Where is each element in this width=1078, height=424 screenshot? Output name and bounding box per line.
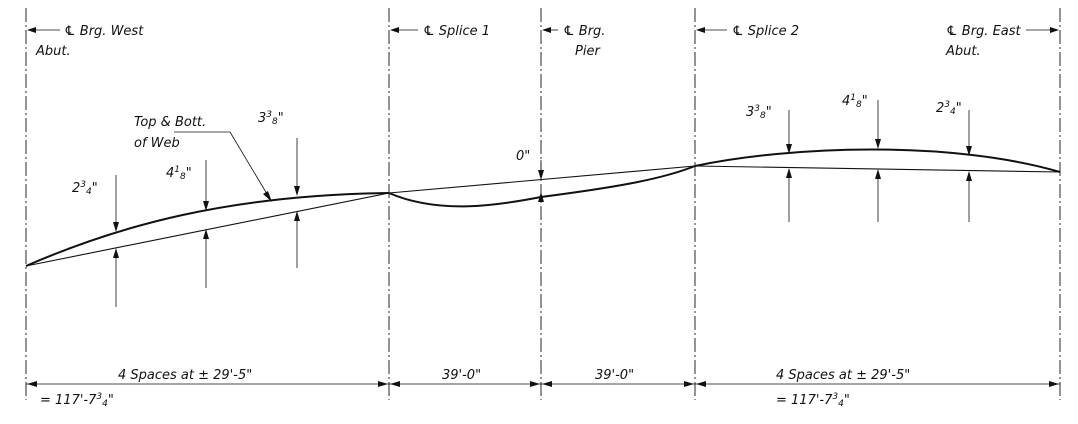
cl-symbol: ℄ (946, 24, 958, 39)
web-callout: Top & Bott. of Web (134, 115, 272, 202)
dim-east-total: = 117'-734" (776, 392, 850, 409)
svg-text:Pier: Pier (575, 44, 601, 59)
svg-text:℄ Splice 2: ℄ Splice 2 (732, 24, 799, 39)
camber-value: 338" (258, 110, 284, 127)
dim-pier-to-splice: 39'-0" (595, 368, 634, 383)
svg-text:℄ Brg. East: ℄ Brg. East (946, 24, 1022, 39)
cambered-web-profile (25, 148, 1061, 267)
camber-marker-east-2: 418" (842, 93, 881, 222)
dim-west-spacing: 4 Spaces at ± 29'-5" (118, 368, 252, 383)
camber-marker-east-3: 234" (936, 100, 972, 222)
camber-marker-east-1: 338" (746, 104, 792, 222)
cl-symbol: ℄ (64, 24, 76, 39)
svg-text:Top & Bott.: Top & Bott. (134, 115, 206, 130)
dim-splice-to-pier: 39'-0" (442, 368, 481, 383)
cl-symbol: ℄ (732, 24, 744, 39)
camber-value: 418" (166, 165, 192, 182)
girder-chord-lines (25, 165, 1061, 267)
cl-symbol: ℄ (563, 24, 575, 39)
label-east-abutment: ℄ Brg. East Abut. (945, 24, 1059, 59)
camber-value: 0" (516, 149, 530, 164)
svg-text:Abut.: Abut. (35, 44, 71, 59)
svg-text:℄ Brg.: ℄ Brg. (563, 24, 605, 39)
label-west-abutment: ℄ Brg. West Abut. (27, 24, 144, 59)
camber-marker-pier: 0" (516, 149, 544, 202)
svg-text:℄ Brg. West: ℄ Brg. West (64, 24, 144, 39)
label-pier: ℄ Brg. Pier (542, 24, 605, 59)
cl-symbol: ℄ (423, 24, 435, 39)
dim-west-total: = 117'-734" (40, 392, 114, 409)
svg-text:Abut.: Abut. (945, 44, 981, 59)
camber-value: 234" (936, 100, 962, 117)
svg-text:℄ Splice 1: ℄ Splice 1 (423, 24, 490, 39)
dimension-line (26, 381, 1060, 387)
camber-marker-west-3: 338" (258, 110, 300, 268)
label-splice-1: ℄ Splice 1 (390, 24, 490, 39)
label-splice-2: ℄ Splice 2 (696, 24, 799, 39)
camber-value: 418" (842, 93, 868, 110)
camber-marker-west-2: 418" (166, 160, 209, 288)
camber-value: 338" (746, 104, 772, 121)
camber-marker-west-1: 234" (72, 175, 119, 307)
dim-east-spacing: 4 Spaces at ± 29'-5" (776, 368, 910, 383)
camber-value: 234" (72, 180, 98, 197)
svg-text:of Web: of Web (134, 136, 180, 151)
